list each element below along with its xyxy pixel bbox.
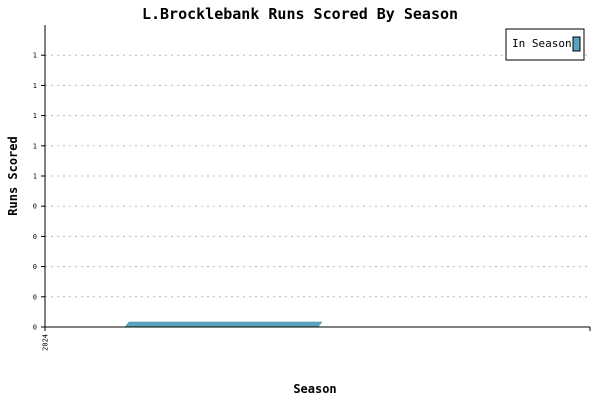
y-tick-label: 1 (33, 112, 37, 120)
y-tick-label: 0 (33, 203, 37, 211)
legend-box (505, 28, 585, 61)
y-axis-title: Runs Scored (6, 136, 20, 215)
legend: In Season (505, 28, 585, 61)
series-layer (124, 321, 323, 328)
y-tick-label: 1 (33, 142, 37, 150)
y-tick-label: 1 (33, 52, 37, 60)
x-axis-title: Season (293, 382, 336, 396)
y-tick-label: 0 (33, 293, 37, 301)
grid (45, 54, 590, 298)
y-tick-label: 1 (33, 173, 37, 181)
legend-swatch-in-season (572, 36, 581, 52)
x-tick-label: 2024 (42, 334, 50, 351)
y-axis-ticks: 0 0 0 0 0 1 1 1 1 1 (33, 52, 45, 332)
series-band-in-season (124, 321, 323, 328)
y-tick-label: 0 (33, 233, 37, 241)
x-axis-ticks: 2024 (42, 327, 50, 351)
chart-title: L.Brocklebank Runs Scored By Season (142, 5, 458, 23)
y-tick-label: 0 (33, 263, 37, 271)
y-tick-label: 0 (33, 324, 37, 332)
y-tick-label: 1 (33, 82, 37, 90)
legend-label-in-season: In Season (512, 37, 572, 50)
